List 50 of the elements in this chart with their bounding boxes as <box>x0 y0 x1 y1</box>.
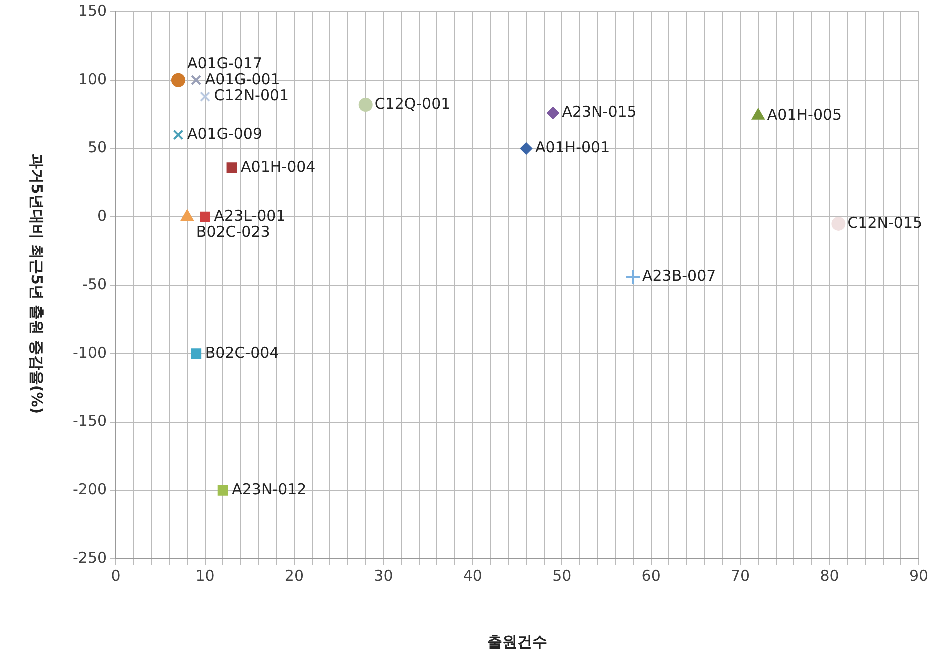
point <box>173 130 184 140</box>
series-label: B02C-004 <box>205 344 280 362</box>
point <box>358 98 373 112</box>
y-axis-title: 과거5년대비 최근5년 출원 증감율(%) <box>27 152 47 416</box>
series-label: C12N-001 <box>214 86 290 105</box>
series-label: A23B-007 <box>642 267 716 286</box>
series-label: A01G-001 <box>205 70 280 88</box>
point <box>191 348 202 360</box>
point <box>626 269 642 286</box>
y-tick-label: -250 <box>72 548 108 567</box>
x-tick-label: 90 <box>909 566 929 585</box>
series-label: A01H-005 <box>767 106 842 124</box>
point <box>200 92 211 102</box>
series-label: C12Q-001 <box>374 94 451 113</box>
point <box>520 142 532 155</box>
point <box>191 75 202 86</box>
series-label: C12N-015 <box>848 214 923 232</box>
series-label: A01H-004 <box>241 158 316 176</box>
y-tick-label: -100 <box>72 344 108 362</box>
series-label: A23N-015 <box>562 103 637 122</box>
point <box>171 73 186 88</box>
series-label: A01G-017 <box>187 54 263 72</box>
point <box>547 107 560 120</box>
x-tick-label: 80 <box>820 566 840 585</box>
series-label: A23N-012 <box>232 480 307 499</box>
point <box>832 216 846 231</box>
x-tick-label: 30 <box>374 566 394 585</box>
x-tick-label: 50 <box>552 566 572 585</box>
series-label: A01H-001 <box>535 138 610 157</box>
series-label: A01G-009 <box>187 124 263 143</box>
y-tick-label: 0 <box>97 207 108 226</box>
y-tick-label: 50 <box>88 138 108 157</box>
point <box>200 212 211 222</box>
x-tick-label: 60 <box>642 566 661 585</box>
point <box>226 162 238 174</box>
x-tick-label: 20 <box>284 566 304 585</box>
x-axis-title: 출원건수 <box>488 632 548 651</box>
x-tick-label: 10 <box>196 566 215 585</box>
y-tick-label: -200 <box>72 480 108 499</box>
x-tick-label: 0 <box>111 566 121 585</box>
series-label: B02C-023 <box>196 223 270 242</box>
y-tick-label: -150 <box>72 412 108 430</box>
y-tick-label: 150 <box>78 2 108 20</box>
y-tick-label: 100 <box>78 70 108 88</box>
series-label: A23L-001 <box>214 207 286 226</box>
x-tick-label: 40 <box>463 566 482 585</box>
x-tick-label: 70 <box>731 566 750 585</box>
point <box>181 210 194 222</box>
point <box>218 485 228 496</box>
y-tick-label: -50 <box>82 275 108 294</box>
